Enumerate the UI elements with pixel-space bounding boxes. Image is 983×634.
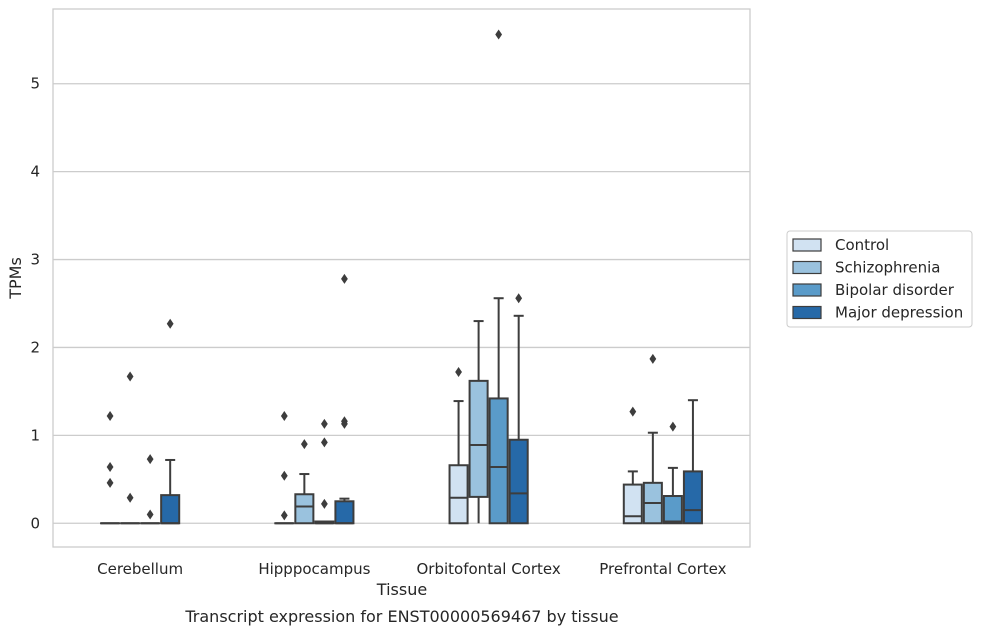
box-plot (160, 318, 181, 525)
outlier-point (341, 418, 348, 429)
box-plot (488, 29, 509, 525)
outlier-point (515, 293, 523, 304)
box-plot (508, 293, 529, 525)
box-plot (140, 454, 161, 525)
legend-items: Control Schizophrenia Bipolar disorder Majo… (792, 236, 963, 322)
outlier-point (146, 454, 154, 465)
legend-swatch (792, 260, 822, 275)
x-tick-labels: Cerebellum Hipppocampus Orbitofontal Corte… (97, 560, 726, 578)
legend-frame (786, 230, 973, 328)
y-tick-label: 0 (30, 514, 40, 532)
outlier-point (629, 406, 637, 417)
series-control (100, 367, 643, 525)
x-tick-label: Hipppocampus (258, 560, 370, 578)
legend-swatch (792, 305, 822, 320)
outlier-point (341, 273, 348, 284)
outlier-point (320, 498, 328, 509)
outlier-point (166, 318, 174, 329)
outlier-point (649, 353, 657, 364)
y-tick-label: 3 (30, 251, 40, 269)
box-plot (448, 367, 469, 525)
box (622, 483, 643, 525)
box-plot (468, 320, 489, 524)
outlier-point (455, 367, 462, 378)
outlier-point (669, 421, 677, 432)
box-plot (314, 418, 335, 525)
y-axis-label: TPMs (6, 257, 25, 300)
box-plot (294, 439, 315, 525)
legend-item: Major depression (792, 304, 963, 322)
box-plot (100, 411, 121, 525)
box (662, 495, 683, 525)
legend-label: Schizophrenia (835, 259, 940, 277)
series-major-depression (160, 273, 703, 525)
series-bipolar-disorder (140, 29, 683, 525)
outlier-point (280, 510, 288, 521)
outlier-point (280, 411, 288, 422)
box-series (100, 29, 703, 525)
box-plot (334, 273, 355, 525)
legend-swatch (792, 283, 822, 297)
outlier-point (300, 439, 308, 450)
x-tick-label: Orbitofontal Cortex (417, 560, 561, 578)
chart-caption: Transcript expression for ENST0000056946… (184, 607, 618, 626)
box (488, 397, 509, 525)
outlier-point (126, 371, 134, 382)
outlier-point (106, 411, 114, 422)
legend: Control Schizophrenia Bipolar disorder Majo… (786, 230, 973, 328)
legend-label: Bipolar disorder (835, 281, 955, 299)
outlier-point (320, 418, 328, 429)
x-tick-label: Cerebellum (97, 560, 183, 578)
y-tick-label: 4 (30, 163, 40, 181)
box (508, 438, 529, 525)
x-tick-label: Prefrontal Cortex (599, 560, 726, 578)
y-tick-label: 5 (30, 75, 40, 93)
legend-item: Control (792, 236, 889, 254)
outlier-point (106, 477, 114, 488)
box-plot (274, 411, 295, 525)
legend-item: Schizophrenia (792, 259, 940, 277)
box (468, 379, 489, 498)
x-axis-label: Tissue (376, 580, 427, 599)
outlier-point (126, 492, 134, 503)
box (294, 493, 315, 525)
legend-label: Major depression (835, 304, 963, 322)
box-plot (642, 353, 663, 525)
y-tick-label: 1 (30, 426, 40, 444)
box-plot (682, 399, 703, 525)
y-tick-label: 2 (30, 338, 40, 356)
legend-item: Bipolar disorder (792, 281, 955, 299)
outlier-point (106, 462, 114, 473)
outlier-point (146, 509, 154, 520)
box (682, 470, 703, 525)
legend-label: Control (835, 236, 889, 254)
y-tick-labels: 0 1 2 3 4 5 (30, 75, 40, 533)
grid-lines (53, 83, 750, 524)
box (160, 494, 181, 525)
box-plot (622, 406, 643, 525)
outlier-point (320, 437, 328, 448)
box (334, 500, 355, 525)
box-plot (662, 421, 683, 525)
outlier-point (280, 470, 288, 481)
series-schizophrenia (120, 320, 663, 525)
plot-frame (52, 8, 751, 548)
box-plot (120, 371, 141, 525)
legend-swatch (792, 238, 822, 252)
box (448, 464, 469, 525)
outlier-point (495, 29, 503, 40)
